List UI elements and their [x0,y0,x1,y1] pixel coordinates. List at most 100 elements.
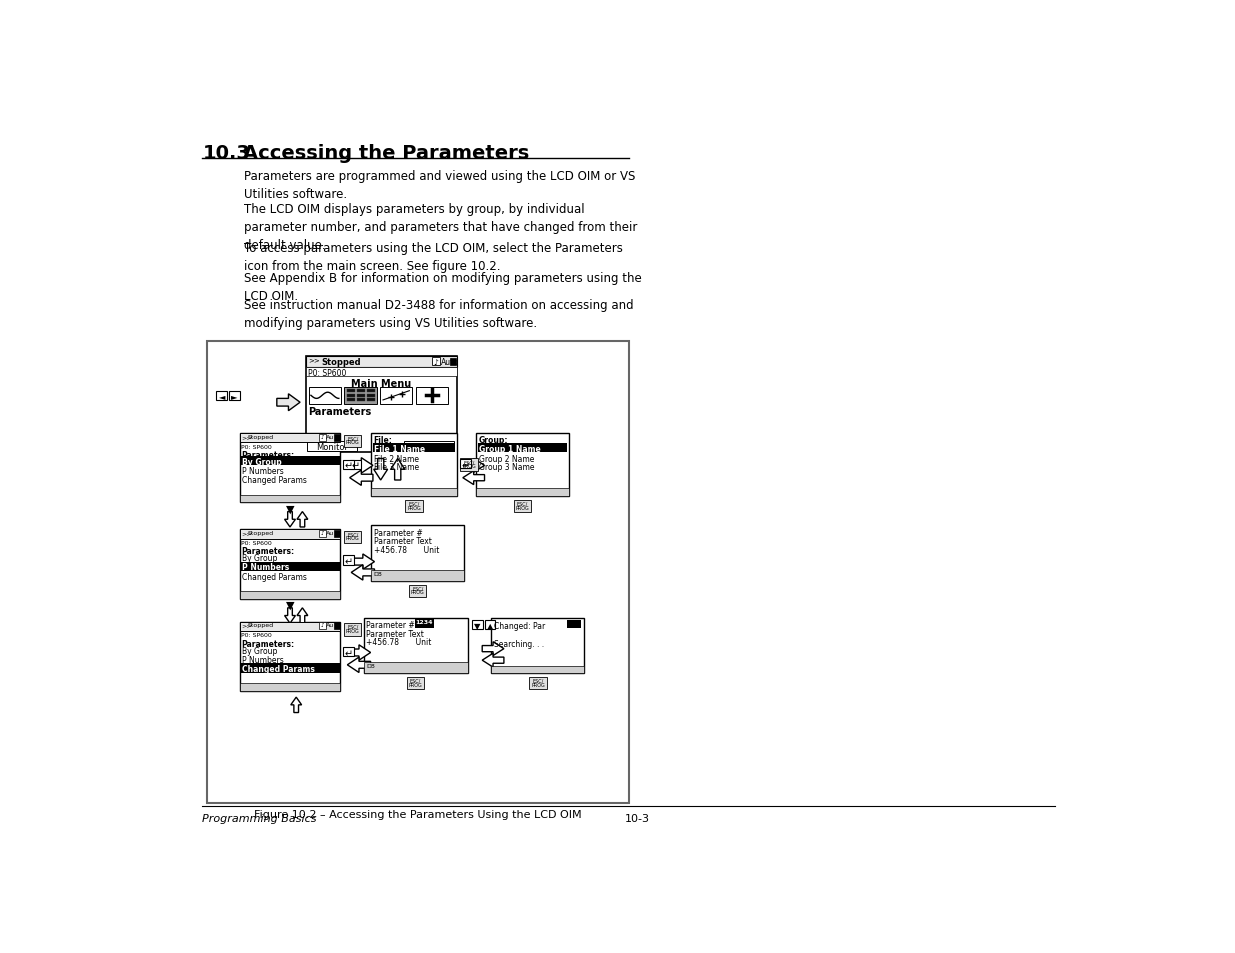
Bar [345,388,377,404]
Text: 1234: 1234 [415,619,433,625]
Text: Stopped: Stopped [321,357,361,366]
Bar [432,357,441,366]
Text: D8: D8 [366,663,374,669]
Text: 10-3: 10-3 [625,813,650,822]
Text: ♪: ♪ [320,435,324,439]
Bar [380,388,412,404]
Bar [404,441,454,452]
Polygon shape [350,458,373,474]
Text: ↵: ↵ [345,461,352,471]
Polygon shape [482,654,504,667]
Text: P0: SP600: P0: SP600 [308,368,346,377]
Text: P0: SP600: P0: SP600 [241,540,272,545]
Text: By Group: By Group [242,457,282,466]
Text: Parameters:: Parameters: [241,547,294,556]
Text: To access parameters using the LCD OIM, select the Parameters
icon from the main: To access parameters using the LCD OIM, … [243,241,622,273]
Text: Main Menu: Main Menu [351,378,411,388]
Bar [240,622,341,691]
Text: 10.3: 10.3 [203,144,251,163]
Text: ESC/: ESC/ [410,679,421,683]
Bar [240,530,341,539]
Text: Au: Au [326,623,335,628]
Bar [228,392,240,400]
Text: P0: SP600: P0: SP600 [241,633,272,638]
Polygon shape [463,472,484,485]
Text: ↵: ↵ [351,461,359,471]
Bar [342,460,353,470]
Text: File 3 Name: File 3 Name [374,463,420,472]
Text: Stopped: Stopped [247,531,273,536]
Text: Au: Au [326,531,335,536]
Bar [240,683,341,691]
Text: P Numbers: P Numbers [242,467,284,476]
Text: File 2 Name: File 2 Name [374,455,420,463]
Text: Searching. . .: Searching. . . [494,639,543,649]
Text: Parameter Text: Parameter Text [366,629,424,638]
Text: PROG: PROG [409,682,422,687]
Bar [240,434,341,503]
Text: ESC/: ESC/ [412,586,424,591]
Text: ↵: ↵ [461,460,469,471]
Bar [308,441,357,452]
Bar [350,460,361,470]
Bar [367,390,375,393]
Bar [367,399,375,402]
Bar [372,489,457,497]
Text: PROG: PROG [346,439,359,445]
Bar [475,489,569,497]
Bar [240,591,341,598]
Bar [415,388,448,404]
Bar [347,390,356,393]
Text: Parameters:: Parameters: [241,451,294,459]
Bar [241,456,340,466]
Text: Group 1 Name: Group 1 Name [479,444,541,454]
Bar [309,388,341,404]
Text: ♪: ♪ [320,531,324,536]
Bar [451,358,456,366]
Polygon shape [284,512,295,527]
Text: Group 2 Name: Group 2 Name [479,455,535,463]
Text: See instruction manual D2-3488 for information on accessing and
modifying parame: See instruction manual D2-3488 for infor… [243,299,634,330]
Polygon shape [347,658,370,673]
Text: ESC/: ESC/ [409,501,420,506]
Text: PROG: PROG [408,505,421,510]
Text: >>: >> [241,623,252,628]
Text: >>: >> [241,435,252,439]
Bar [459,459,471,469]
Text: ↵: ↵ [345,648,352,659]
Text: Accessing the Parameters: Accessing the Parameters [243,144,529,163]
Text: ▲: ▲ [487,621,493,630]
Bar [363,662,468,674]
Bar [373,443,454,453]
Text: Parameter #: Parameter # [374,528,422,537]
Bar [372,434,457,497]
Polygon shape [482,642,504,656]
Bar [240,496,341,503]
Bar [240,434,341,443]
Text: Group 3 Name: Group 3 Name [479,463,535,472]
Text: Stopped: Stopped [247,435,273,439]
Polygon shape [350,471,373,486]
Text: Stopped: Stopped [247,623,273,628]
Text: D8: D8 [374,571,383,577]
Polygon shape [374,459,388,480]
Text: ▼: ▼ [285,504,294,515]
Bar [492,618,584,674]
Text: ESC/: ESC/ [347,624,358,629]
Text: ♪: ♪ [320,623,324,628]
Text: ▼: ▼ [474,621,480,630]
Bar [357,395,366,397]
Text: PROG: PROG [411,590,425,595]
Text: Changed Params: Changed Params [242,572,306,581]
Text: ESC/: ESC/ [517,501,529,506]
Text: By Group: By Group [242,554,278,562]
Bar [319,623,326,630]
Text: +456.78       Unit: +456.78 Unit [374,545,440,554]
Text: PROG: PROG [531,682,545,687]
Text: ♪: ♪ [433,357,438,366]
Polygon shape [347,645,370,660]
Text: By Group: By Group [242,646,278,655]
Text: Lang: Lang [419,442,440,451]
Bar [347,399,356,402]
Polygon shape [277,395,300,412]
